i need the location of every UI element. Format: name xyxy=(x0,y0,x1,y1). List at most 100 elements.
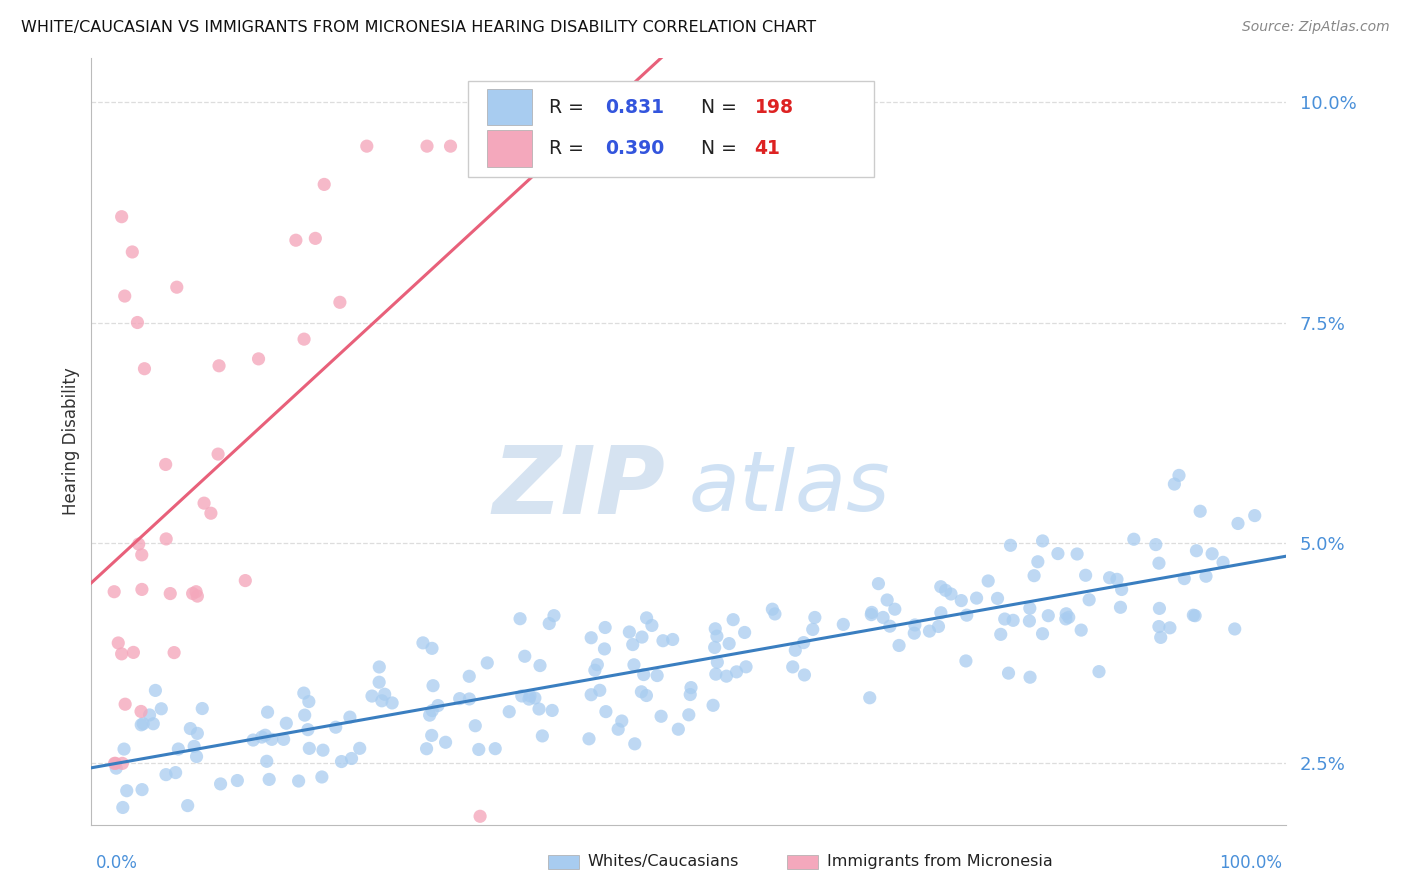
Point xyxy=(105,761,128,775)
Point xyxy=(330,755,353,769)
Point xyxy=(955,654,977,668)
Point xyxy=(247,351,270,366)
Point xyxy=(439,139,461,153)
Point xyxy=(1038,608,1060,623)
Point xyxy=(468,742,491,756)
Text: R =: R = xyxy=(550,97,583,117)
Point xyxy=(1054,607,1077,621)
Point xyxy=(990,627,1012,641)
Point xyxy=(150,702,173,716)
Point xyxy=(434,735,457,749)
Point xyxy=(1149,601,1171,615)
Point xyxy=(273,732,295,747)
Point xyxy=(633,667,655,681)
Point xyxy=(415,741,437,756)
Point xyxy=(374,687,396,701)
Point xyxy=(1144,538,1167,552)
Point xyxy=(121,244,143,259)
Point xyxy=(104,756,127,771)
Point xyxy=(883,602,905,616)
Point xyxy=(579,688,602,702)
Point xyxy=(918,624,941,639)
Point xyxy=(298,695,321,709)
Point xyxy=(179,722,201,736)
Text: R =: R = xyxy=(550,139,583,158)
Point xyxy=(1109,600,1132,615)
Text: atlas: atlas xyxy=(689,447,890,528)
Point xyxy=(804,610,827,624)
Point xyxy=(420,641,443,656)
Point xyxy=(155,458,177,472)
Point xyxy=(623,737,645,751)
Point xyxy=(860,606,883,620)
Point xyxy=(208,359,231,373)
Point xyxy=(129,705,152,719)
Text: WHITE/CAUCASIAN VS IMMIGRANTS FROM MICRONESIA HEARING DISABILITY CORRELATION CHA: WHITE/CAUCASIAN VS IMMIGRANTS FROM MICRO… xyxy=(21,20,817,35)
Text: 0.831: 0.831 xyxy=(605,97,664,117)
Point xyxy=(122,645,145,659)
Point xyxy=(785,643,807,657)
Point xyxy=(956,608,979,623)
Text: 41: 41 xyxy=(755,139,780,158)
Point xyxy=(519,689,541,703)
Point xyxy=(950,593,973,607)
Point xyxy=(678,707,700,722)
Point xyxy=(586,657,609,672)
Point xyxy=(142,716,165,731)
Point xyxy=(107,636,129,650)
Point xyxy=(1002,613,1025,627)
Point xyxy=(250,730,273,744)
Point xyxy=(593,642,616,657)
Point xyxy=(155,532,177,546)
FancyBboxPatch shape xyxy=(486,130,533,167)
Point xyxy=(1018,601,1040,615)
Point xyxy=(371,694,394,708)
Point xyxy=(1022,568,1045,582)
Point xyxy=(1026,555,1049,569)
Point xyxy=(523,691,546,706)
Point xyxy=(1066,547,1088,561)
Point xyxy=(1031,626,1053,640)
Point xyxy=(294,708,316,723)
Point xyxy=(111,756,134,771)
Point xyxy=(636,611,658,625)
Point xyxy=(1147,619,1170,633)
Point xyxy=(1150,631,1173,645)
Point xyxy=(167,742,190,756)
Point xyxy=(1019,670,1042,684)
Point xyxy=(186,589,208,603)
Point xyxy=(1195,569,1218,583)
Point xyxy=(1223,622,1246,636)
Point xyxy=(257,772,280,787)
Point xyxy=(832,617,855,632)
Bar xyxy=(787,855,818,869)
Point xyxy=(718,636,741,650)
Point xyxy=(716,669,738,683)
Point xyxy=(1182,608,1205,623)
Point xyxy=(349,741,371,756)
Point xyxy=(666,723,689,737)
Point xyxy=(652,633,675,648)
Point xyxy=(183,739,205,754)
Point xyxy=(595,705,617,719)
Point xyxy=(801,623,824,637)
Point xyxy=(314,178,336,192)
Point xyxy=(166,280,188,294)
Point xyxy=(1189,504,1212,518)
Point xyxy=(111,210,134,224)
Point xyxy=(193,496,215,510)
Point xyxy=(763,607,786,621)
Point xyxy=(1159,621,1181,635)
Y-axis label: Hearing Disability: Hearing Disability xyxy=(62,368,80,516)
Text: 0.390: 0.390 xyxy=(605,139,665,158)
Point xyxy=(721,613,744,627)
Point xyxy=(645,668,668,682)
Point xyxy=(641,618,664,632)
Point xyxy=(623,657,645,672)
Point xyxy=(679,681,702,695)
Point xyxy=(1074,568,1097,582)
Point xyxy=(292,686,315,700)
Point xyxy=(1201,547,1223,561)
Point xyxy=(464,719,486,733)
Point xyxy=(256,705,278,719)
